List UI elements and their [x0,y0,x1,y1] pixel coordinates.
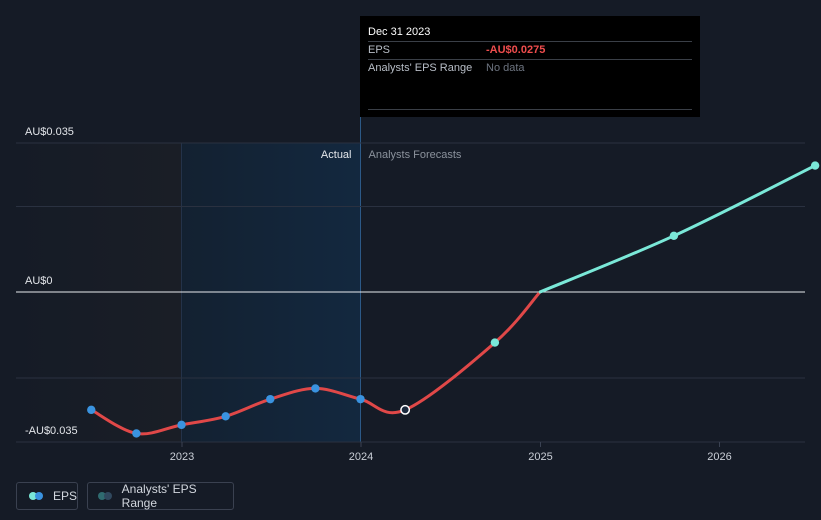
x-tick-label-0: 2023 [170,451,194,463]
eps-actual-line [89,290,542,436]
tooltip-eps-value: -AU$0.0275 [486,44,546,56]
eps-point-7 [400,404,411,415]
eps-forecast-line [538,164,817,294]
tooltip-range-value: No data [486,62,525,74]
legend-eps-button[interactable]: EPS [16,482,78,510]
tooltip-range-label: Analysts' EPS Range [368,62,473,74]
eps-point-5 [311,384,320,393]
axis-labels: AU$0.035 AU$0 -AU$0.035 2023 2024 2025 2026 Act… [25,126,732,463]
eps-point-0 [87,405,96,415]
x-tick-label-3: 2026 [707,451,731,463]
legend-eps-label: EPS [52,489,77,503]
eps-legend-icon [29,492,45,500]
legend-dot-range-b [104,492,112,500]
legend-dot-forecast [29,492,37,500]
range-legend-icon [98,492,114,500]
legend-range-button[interactable]: Analysts' EPS Range [87,482,234,510]
eps-point-8 [490,338,500,347]
actual-label: Actual [321,149,352,161]
x-tick-label-1: 2024 [349,451,373,463]
x-tick-label-2: 2025 [528,451,552,463]
eps-point-6 [356,394,365,404]
grid-layer [16,142,805,443]
legend-range-label: Analysts' EPS Range [121,482,197,510]
eps-point-4 [266,394,275,404]
eps-forecast-point-1 [810,161,820,170]
tooltip-divider [368,109,692,110]
eps-point-1 [132,429,141,438]
legend-dot-actual [35,492,43,500]
tooltip-eps-label: EPS [368,44,391,56]
tooltip: Dec 31 2023 EPS -AU$0.0275 Analysts' EPS… [360,16,700,117]
eps-forecast-point-0 [669,231,679,241]
y-tick-label-0: AU$0.035 [25,126,74,138]
legend-dot-range-a [98,492,106,500]
eps-point-2 [177,420,186,430]
forecast-label: Analysts Forecasts [369,149,462,161]
y-tick-label-2: -AU$0.035 [25,425,78,437]
y-tick-label-1: AU$0 [25,275,53,287]
tooltip-date: Dec 31 2023 [368,26,431,38]
tooltip-eps-row: EPS -AU$0.0275 [368,41,692,59]
point-layer [87,161,820,438]
tooltip-range-row: Analysts' EPS Range No data [368,59,692,77]
eps-point-3 [221,412,230,421]
